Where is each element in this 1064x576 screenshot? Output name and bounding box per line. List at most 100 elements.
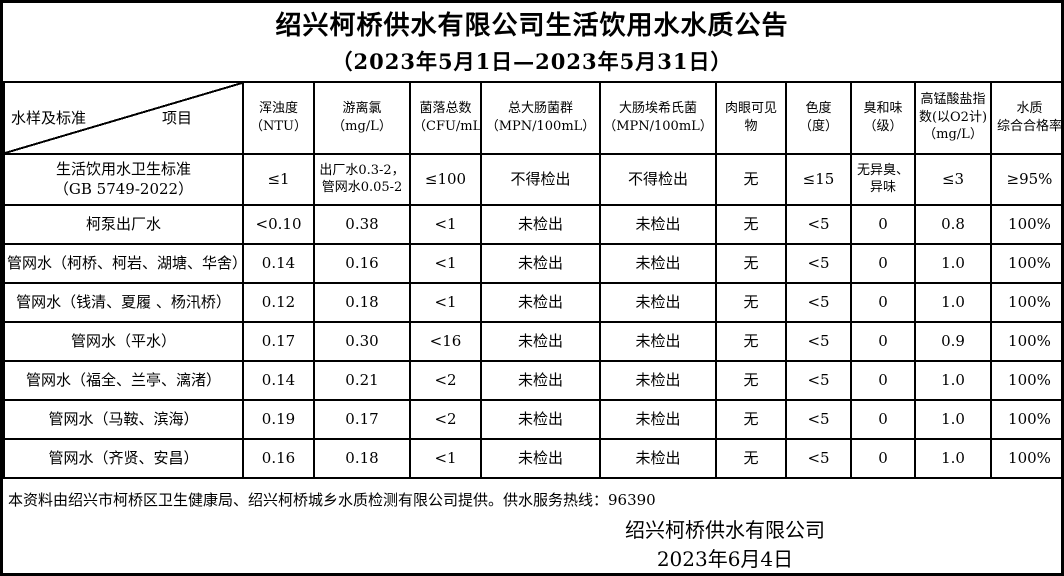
table-cell: 0 [850,437,916,479]
table-cell: 未检出 [599,437,717,479]
table-cell: 未检出 [480,437,601,479]
table-cell: 100% [990,242,1061,284]
table-cell: 0.17 [313,398,411,440]
table-cell: 未检出 [480,281,601,323]
table-cell: 0.16 [242,437,315,479]
table-cell: 不得检出 [599,152,717,206]
table-cell: 0.19 [242,398,315,440]
column-header-permanganate-index: 高锰酸盐指数(以O2计)（mg/L） [914,80,992,155]
table-cell: 100% [990,437,1061,479]
table-cell: 0.18 [313,437,411,479]
table-cell: 100% [990,320,1061,362]
table-cell: <5 [785,203,852,245]
table-cell: 0.12 [242,281,315,323]
table-cell: 0.17 [242,320,315,362]
column-header-ecoli: 大肠埃希氏菌 （MPN/100mL） [599,80,717,155]
table-cell: ≤15 [785,152,852,206]
corner-label-item: 项目 [161,108,192,127]
table-cell: 无 [715,320,787,362]
table-row: 管网水（齐贤、安昌） 0.16 0.18 <1 未检出 未检出无 <5 0 1.0 100% [3,437,1061,479]
table-cell: <5 [785,320,852,362]
table-cell: 未检出 [599,281,717,323]
table-cell: 100% [990,359,1061,401]
table-cell: <1 [409,437,482,479]
table-cell: 1.0 [914,281,992,323]
table-cell: 0.38 [313,203,411,245]
row-label: 管网水（钱清、夏履 、杨汛桥） [3,281,244,323]
table-cell: 无 [715,242,787,284]
table-cell: <5 [785,359,852,401]
table-cell: 100% [990,398,1061,440]
table-cell: 不得检出 [480,152,601,206]
column-header-odor: 臭和味 （级） [850,80,916,155]
table-cell: 0 [850,203,916,245]
table-cell: 0.16 [313,242,411,284]
table-cell: 无 [715,359,787,401]
table-cell: 未检出 [599,320,717,362]
table-cell: 0.18 [313,281,411,323]
table-cell: <5 [785,437,852,479]
table-cell: <16 [409,320,482,362]
table-cell: 未检出 [480,320,601,362]
column-header-total-coliform: 总大肠菌群 （MPN/100mL） [480,80,601,155]
row-label: 管网水（平水） [3,320,244,362]
table-cell: 未检出 [599,203,717,245]
table-cell: 未检出 [599,242,717,284]
table-cell: 1.0 [914,242,992,284]
table-cell: <1 [409,242,482,284]
table-cell: 1.0 [914,398,992,440]
row-label: 柯泵出厂水 [3,203,244,245]
table-row: 管网水（平水） 0.17 0.30 <16 未检出 未检出无 <5 0 0.9 100% [3,320,1061,362]
table-cell: 1.0 [914,359,992,401]
table-cell: <0.10 [242,203,315,245]
table-cell: 未检出 [599,359,717,401]
table-cell: <1 [409,281,482,323]
company-name: 绍兴柯桥供水有限公司 [625,517,825,542]
table-cell: 0.30 [313,320,411,362]
table-cell: 1.0 [914,437,992,479]
row-label: 管网水（马鞍、滨海） [3,398,244,440]
table-cell: ≤1 [242,152,315,206]
table-cell: ≤100 [409,152,482,206]
table-cell: 无 [715,437,787,479]
table-cell: <5 [785,242,852,284]
row-label: 生活饮用水卫生标准 （GB 5749-2022） [3,152,244,206]
table-cell: 无 [715,398,787,440]
row-label: 管网水（柯桥、柯岩、湖塘、华舍） [3,242,244,284]
table-row: 管网水（柯桥、柯岩、湖塘、华舍） 0.14 0.16 <1 未检出 未检出无 <5 0 1.0 1… [3,242,1061,284]
header-row: 水样及标准 项目 浑浊度 （NTU） 游离氯（mg/L） 菌落总数 （CFU/m… [3,80,1061,155]
table-cell: <2 [409,359,482,401]
page-title: 绍兴柯桥供水有限公司生活饮用水水质公告 [275,11,789,41]
table-cell: 0 [850,281,916,323]
table-cell: 出厂水0.3-2， 管网水0.05-2 [313,152,411,206]
table-cell: 0.14 [242,242,315,284]
diagonal-divider [6,83,241,152]
column-header-colony-count: 菌落总数 （CFU/mL） [409,80,482,155]
table-cell: 无异臭、 异味 [850,152,916,206]
table-body: 生活饮用水卫生标准 （GB 5749-2022） ≤1 出厂水0.3-2， 管网水0… [3,152,1061,479]
table-cell: 0 [850,359,916,401]
corner-label-sample: 水样及标准 [11,108,87,127]
column-header-pass-rate: 水质 综合合格率 [990,80,1061,155]
table-cell: 未检出 [480,359,601,401]
signature-block: 绍兴柯桥供水有限公司 2023年6月4日 [505,516,945,573]
table-cell: ≥95% [990,152,1061,206]
table-cell: 0.14 [242,359,315,401]
column-header-visible-matter: 肉眼可见物 [715,80,787,155]
row-label: 管网水（福全、兰亭、漓渚） [3,359,244,401]
table-cell: <5 [785,281,852,323]
table-cell: 无 [715,281,787,323]
page-subtitle: （2023年5月1日—2023年5月31日） [331,48,733,74]
table-cell: 未检出 [480,398,601,440]
footer-note: 本资料由绍兴市柯桥区卫生健康局、绍兴柯桥城乡水质检测有限公司提供。供水服务热线：… [8,490,656,509]
report-date: 2023年6月4日 [656,546,794,571]
column-header-turbidity: 浑浊度 （NTU） [242,80,315,155]
table-cell: 0.8 [914,203,992,245]
table-cell: 未检出 [480,203,601,245]
table-cell: 无 [715,152,787,206]
table-row: 管网水（钱清、夏履 、杨汛桥） 0.12 0.18 <1 未检出 未检出无 <5 0 1.0 10… [3,281,1061,323]
table-cell: 未检出 [599,398,717,440]
table-cell: <2 [409,398,482,440]
table-cell: 0 [850,320,916,362]
